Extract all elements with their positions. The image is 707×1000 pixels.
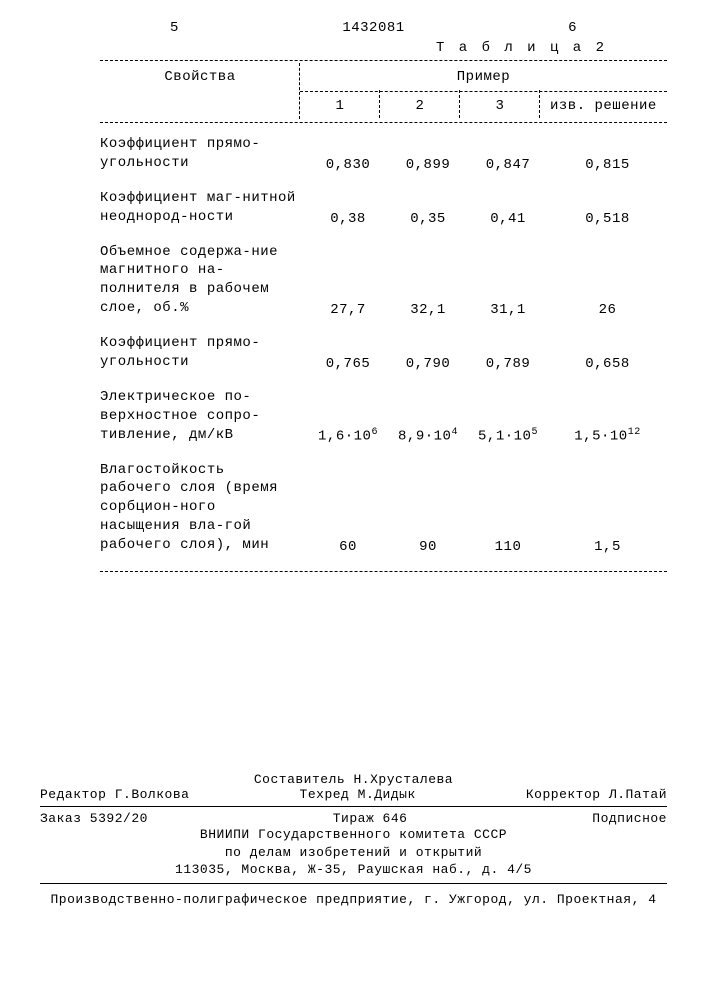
table-bottom-border — [100, 571, 667, 572]
cell-izv: 0,815 — [548, 157, 667, 173]
row-label: Электрическое по-верхностное сопро-тивле… — [100, 388, 308, 445]
cell-col-1: 27,7 — [308, 302, 388, 318]
table-caption: Т а б л и ц а 2 — [40, 40, 667, 56]
subscribed: Подписное — [592, 811, 667, 826]
cell-col-3: 110 — [468, 539, 548, 555]
cell-col-2: 0,899 — [388, 157, 468, 173]
page-header: 5 1432081 6 — [40, 20, 667, 36]
table-row: Коэффициент прямо-угольности0,7650,7900,… — [100, 334, 667, 372]
table-top-border — [100, 60, 667, 61]
compiler: Составитель Н.Хрусталева — [40, 772, 667, 787]
cell-col-1: 0,830 — [308, 157, 388, 173]
table-row: Коэффициент маг-нитной неоднород-ности0,… — [100, 189, 667, 227]
cell-col-2: 32,1 — [388, 302, 468, 318]
row-label: Влагостойкость рабочего слоя (время сорб… — [100, 461, 308, 555]
table-row: Коэффициент прямо-угольности0,8300,8990,… — [100, 135, 667, 173]
org-line-2: по делам изобретений и открытий — [40, 844, 667, 862]
cell-izv: 26 — [548, 302, 667, 318]
credits-row-roles: Редактор Г.Волкова Техред М.Дидык Коррек… — [40, 787, 667, 802]
cell-col-1: 1,6·106 — [308, 427, 388, 445]
doc-number: 1432081 — [342, 20, 404, 36]
col-header-izv: изв. решение — [540, 92, 667, 120]
col-header-1: 1 — [300, 92, 380, 120]
spacer — [100, 92, 300, 120]
table-body: Коэффициент прямо-угольности0,8300,8990,… — [100, 135, 667, 555]
cell-col-3: 0,847 — [468, 157, 548, 173]
table-header-row-1: Свойства Пример — [100, 63, 667, 91]
cell-izv: 0,658 — [548, 356, 667, 372]
row-label: Коэффициент прямо-угольности — [100, 135, 308, 173]
row-label: Объемное содержа-ние магнитного на-полни… — [100, 243, 308, 319]
credits-row-order: Заказ 5392/20 Тираж 646 Подписное — [40, 811, 667, 826]
editor: Редактор Г.Волкова — [40, 787, 189, 802]
order: Заказ 5392/20 — [40, 811, 148, 826]
org-block: ВНИИПИ Государственного комитета СССР по… — [40, 826, 667, 879]
imprint-rule-2 — [40, 883, 667, 884]
corrector: Корректор Л.Патай — [526, 787, 667, 802]
cell-izv: 1,5 — [548, 539, 667, 555]
cell-izv: 0,518 — [548, 211, 667, 227]
techred: Техред М.Дидык — [300, 787, 416, 802]
table-row: Объемное содержа-ние магнитного на-полни… — [100, 243, 667, 319]
table-header-bottom-border — [100, 122, 667, 123]
cell-col-2: 90 — [388, 539, 468, 555]
tirage: Тираж 646 — [333, 811, 408, 826]
cell-col-2: 8,9·104 — [388, 427, 468, 445]
cell-col-1: 60 — [308, 539, 388, 555]
table-row: Влагостойкость рабочего слоя (время сорб… — [100, 461, 667, 555]
page-right-num: 6 — [568, 20, 577, 36]
cell-izv: 1,5·1012 — [548, 427, 667, 445]
org-address: 113035, Москва, Ж-35, Раушская наб., д. … — [40, 861, 667, 879]
row-label: Коэффициент маг-нитной неоднород-ности — [100, 189, 308, 227]
page-left-num: 5 — [170, 20, 179, 36]
cell-col-2: 0,790 — [388, 356, 468, 372]
col-header-3: 3 — [460, 92, 540, 120]
col-header-example: Пример — [300, 63, 667, 91]
imprint-block: Составитель Н.Хрусталева Редактор Г.Волк… — [40, 772, 667, 907]
cell-col-3: 0,789 — [468, 356, 548, 372]
cell-col-2: 0,35 — [388, 211, 468, 227]
cell-col-3: 31,1 — [468, 302, 548, 318]
cell-col-3: 0,41 — [468, 211, 548, 227]
org-line-1: ВНИИПИ Государственного комитета СССР — [40, 826, 667, 844]
col-header-2: 2 — [380, 92, 460, 120]
cell-col-1: 0,38 — [308, 211, 388, 227]
table-row: Электрическое по-верхностное сопро-тивле… — [100, 388, 667, 445]
cell-col-3: 5,1·105 — [468, 427, 548, 445]
col-header-properties: Свойства — [100, 63, 300, 91]
printer-line: Производственно-полиграфическое предприя… — [40, 892, 667, 907]
row-label: Коэффициент прямо-угольности — [100, 334, 308, 372]
table-header-row-2: 1 2 3 изв. решение — [100, 92, 667, 120]
cell-col-1: 0,765 — [308, 356, 388, 372]
imprint-rule-1 — [40, 806, 667, 807]
